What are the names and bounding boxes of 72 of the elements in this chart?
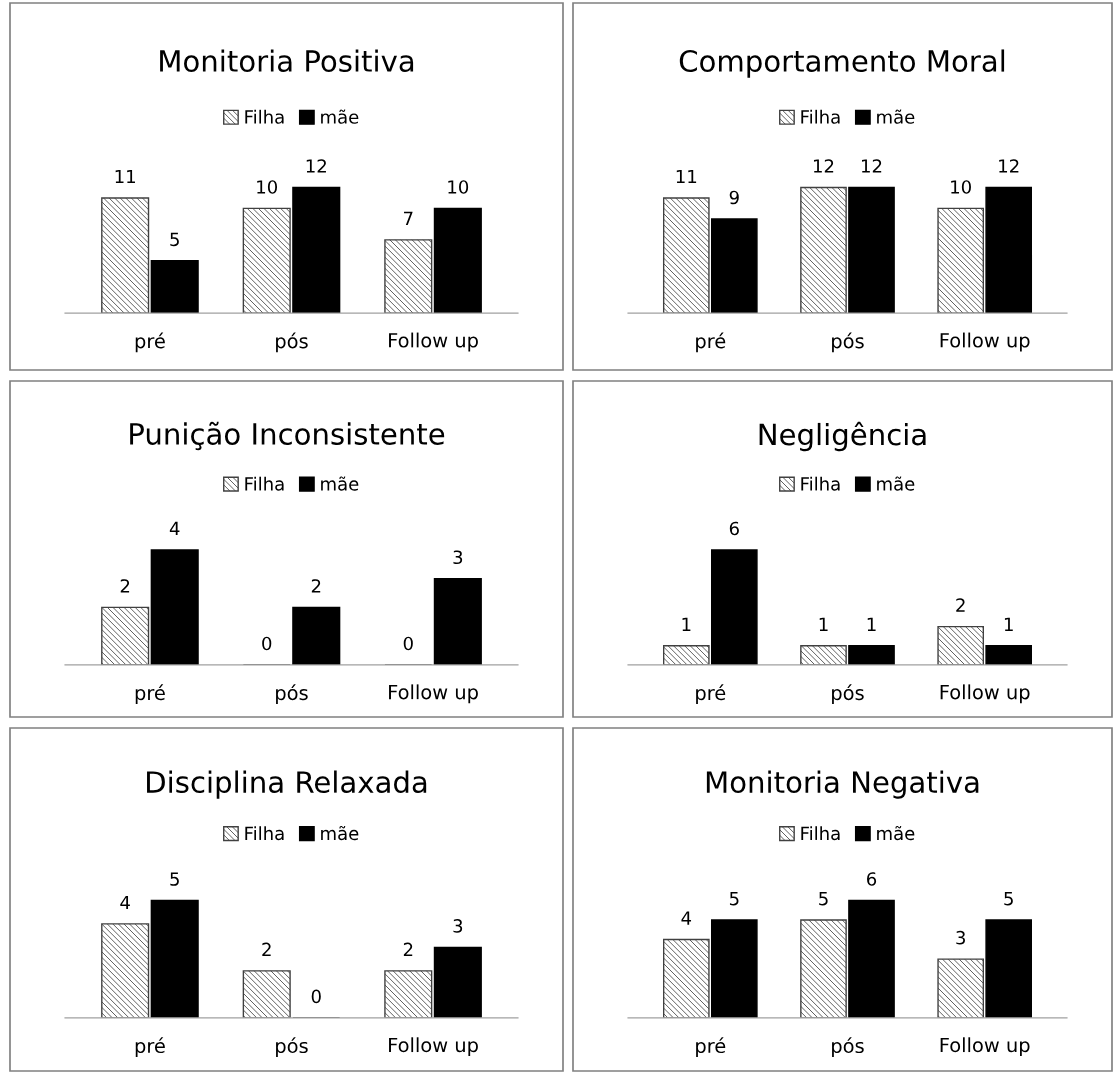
legend-label: mãe xyxy=(877,109,915,124)
data-label: 9 xyxy=(729,190,739,205)
data-label: 5 xyxy=(170,872,179,886)
x-tick-label: pré xyxy=(135,1037,165,1057)
legend-label: mãe xyxy=(321,476,359,491)
chart-title: Monitoria Negativa xyxy=(706,770,979,799)
data-label: 4 xyxy=(681,911,692,925)
data-label: 2 xyxy=(956,598,965,612)
data-label: 12 xyxy=(999,159,1019,173)
data-label: 2 xyxy=(262,942,271,956)
x-tick-label: Follow up xyxy=(389,332,478,352)
data-label: 3 xyxy=(453,550,463,565)
legend-label: Filha xyxy=(801,109,840,124)
chart-title: Punição Inconsistente xyxy=(130,421,445,451)
data-label: 10 xyxy=(448,180,469,194)
data-label: 10 xyxy=(951,180,971,194)
chart-title: Negligência xyxy=(759,421,926,452)
x-tick-label: pós xyxy=(832,332,864,353)
x-tick-label: pré xyxy=(696,684,726,704)
data-label: 1 xyxy=(1004,617,1013,631)
x-tick-label: pós xyxy=(276,332,308,353)
data-label: 1 xyxy=(867,617,876,631)
data-label: 3 xyxy=(453,919,463,933)
data-label: 10 xyxy=(257,180,278,194)
x-tick-label: pré xyxy=(696,332,726,353)
x-tick-label: pré xyxy=(135,332,165,353)
x-tick-label: pré xyxy=(696,1037,726,1057)
x-tick-label: pré xyxy=(135,684,165,704)
data-label: 0 xyxy=(262,636,272,651)
chart-title: Comportamento Moral xyxy=(679,49,1005,78)
data-label: 3 xyxy=(956,930,965,945)
x-tick-label: Follow up xyxy=(389,684,478,704)
data-label: 7 xyxy=(404,211,413,225)
legend-label: mãe xyxy=(877,476,915,491)
data-label: 12 xyxy=(862,159,882,173)
data-label: 6 xyxy=(867,872,877,886)
data-label: 0 xyxy=(403,636,413,651)
data-label: 5 xyxy=(170,232,179,247)
legend-label: mãe xyxy=(321,825,359,841)
data-label: 6 xyxy=(729,521,739,536)
x-tick-label: Follow up xyxy=(389,1037,478,1057)
x-tick-label: Follow up xyxy=(940,332,1030,352)
data-label: 12 xyxy=(813,159,834,173)
legend-label: Filha xyxy=(801,476,840,491)
legend-label: Filha xyxy=(245,826,284,841)
x-tick-label: pós xyxy=(276,684,308,704)
legend-label: Filha xyxy=(245,476,284,491)
chart-title: Disciplina Relaxada xyxy=(147,770,427,799)
data-label: 1 xyxy=(682,617,691,631)
data-label: 4 xyxy=(169,521,180,536)
data-label: 1 xyxy=(819,617,828,631)
x-tick-label: pós xyxy=(832,684,864,704)
data-label: 5 xyxy=(1004,891,1013,906)
data-label: 4 xyxy=(120,895,130,910)
data-label: 5 xyxy=(729,891,739,906)
x-tick-label: Follow up xyxy=(940,684,1030,704)
legend-label: Filha xyxy=(245,109,284,124)
chart-title: Monitoria Positiva xyxy=(160,49,414,73)
legend-label: Filha xyxy=(801,826,840,841)
x-tick-label: pós xyxy=(276,1037,308,1057)
data-label: 11 xyxy=(115,169,135,184)
legend-label: mãe xyxy=(321,109,359,124)
legend-label: mãe xyxy=(877,825,915,841)
data-label: 5 xyxy=(819,891,828,906)
data-label: 2 xyxy=(120,579,130,593)
data-label: 0 xyxy=(311,989,321,1004)
data-label: 2 xyxy=(311,579,321,593)
data-label: 12 xyxy=(306,159,326,173)
data-label: 2 xyxy=(403,942,413,956)
x-tick-label: pós xyxy=(832,1037,864,1057)
data-label: 11 xyxy=(676,169,697,184)
x-tick-label: Follow up xyxy=(940,1037,1030,1057)
